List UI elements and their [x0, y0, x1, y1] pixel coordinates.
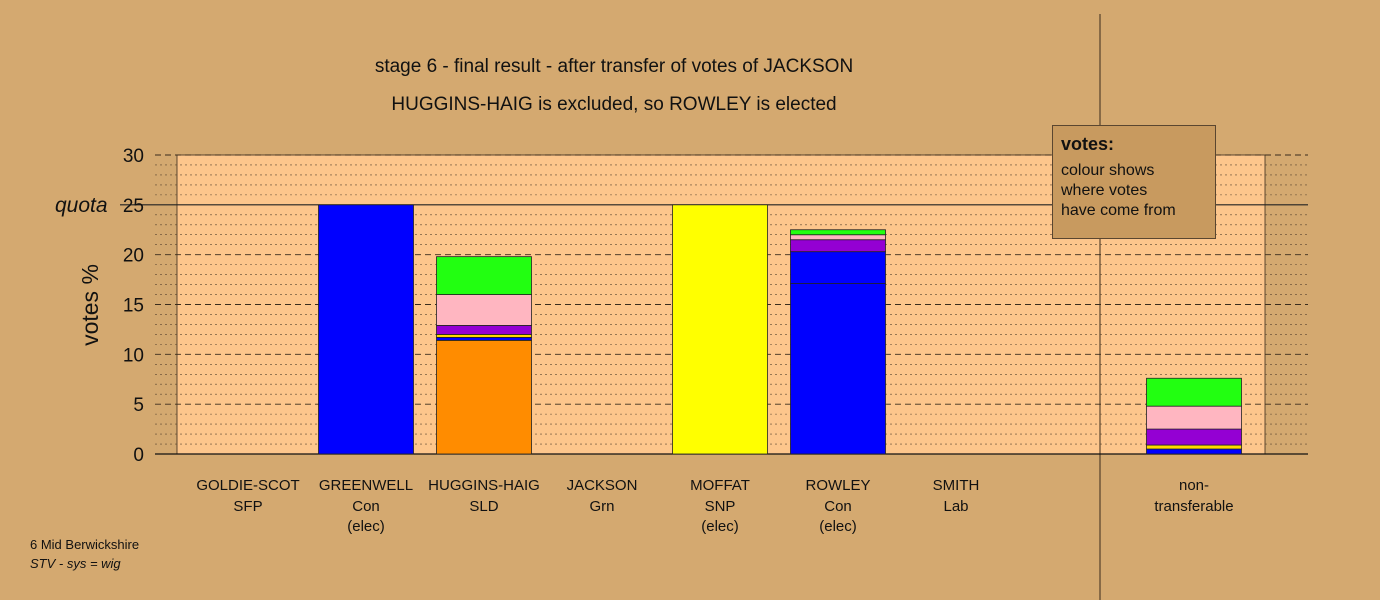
- y-tick-label: 0: [133, 445, 144, 466]
- y-tick-label: 20: [123, 246, 144, 267]
- candidate-party: Con: [824, 498, 852, 515]
- footer-system: STV - sys = wig: [30, 556, 121, 571]
- chart-title: stage 6 - final result - after transfer …: [375, 56, 853, 77]
- bar-segment-rowley: [790, 229, 886, 236]
- y-tick-label: 25: [123, 196, 144, 217]
- y-tick-label: 5: [133, 395, 144, 416]
- candidate-status: (elec): [819, 518, 857, 535]
- candidate-name: SMITH: [933, 477, 980, 494]
- candidate-status: (elec): [347, 518, 385, 535]
- candidate-name: GOLDIE-SCOT: [196, 477, 299, 494]
- legend-line-1: colour shows: [1061, 162, 1155, 179]
- y-tick-label: 10: [123, 345, 144, 366]
- bar-segment-moffat: [672, 204, 768, 455]
- legend-line-3: have come from: [1061, 202, 1176, 219]
- bar-segment-huggins-haig: [436, 333, 532, 338]
- bars: [318, 204, 1242, 455]
- bar-segment-nontransferable: [1146, 448, 1242, 455]
- candidate-status: (elec): [701, 518, 739, 535]
- candidate-party: Lab: [943, 498, 968, 515]
- bar-segment-huggins-haig: [436, 294, 532, 326]
- y-axis-label: votes %: [77, 264, 103, 346]
- candidate-party: SLD: [469, 498, 498, 515]
- bar-segment-rowley: [790, 283, 886, 455]
- candidate-party: Grn: [589, 498, 614, 515]
- bar-segment-huggins-haig: [436, 336, 532, 341]
- candidate-party: Con: [352, 498, 380, 515]
- bar-segment-huggins-haig: [436, 325, 532, 335]
- candidate-name: GREENWELL: [319, 477, 413, 494]
- nontransferable-label-2: transferable: [1154, 498, 1233, 515]
- quota-label: quota: [55, 194, 108, 217]
- bar-segment-rowley: [790, 234, 886, 241]
- bar-segment-rowley: [790, 251, 886, 284]
- bar-segment-huggins-haig: [436, 339, 532, 455]
- legend-line-2: where votes: [1061, 182, 1148, 199]
- bar-segment-nontransferable: [1146, 377, 1242, 407]
- bar-segment-nontransferable: [1146, 444, 1242, 450]
- y-tick-label: 15: [123, 296, 144, 317]
- y-tick-label: 30: [123, 146, 144, 167]
- bar-segment-nontransferable: [1146, 428, 1242, 446]
- candidate-party: SFP: [233, 498, 262, 515]
- bar-segment-nontransferable: [1146, 405, 1242, 430]
- bar-segment-rowley: [790, 239, 886, 253]
- legend-box: votes: colour shows where votes have com…: [1052, 125, 1216, 239]
- candidate-name: JACKSON: [567, 477, 638, 494]
- candidate-name: MOFFAT: [690, 477, 750, 494]
- bar-segment-greenwell: [318, 204, 414, 455]
- footer-constituency: 6 Mid Berwickshire: [30, 537, 140, 552]
- candidate-name: HUGGINS-HAIG: [428, 477, 540, 494]
- chart-subtitle: HUGGINS-HAIG is excluded, so ROWLEY is e…: [391, 94, 836, 115]
- legend-title: votes:: [1061, 134, 1115, 154]
- bar-segment-huggins-haig: [436, 256, 532, 295]
- candidate-party: SNP: [705, 498, 736, 515]
- y-ticks: 0 5 10 15 20 25 30: [123, 146, 144, 466]
- x-labels: GOLDIE-SCOT SFP GREENWELL Con (elec) HUGGINS-…: [196, 477, 1233, 535]
- nontransferable-label-1: non-: [1179, 477, 1209, 494]
- candidate-name: ROWLEY: [805, 477, 870, 494]
